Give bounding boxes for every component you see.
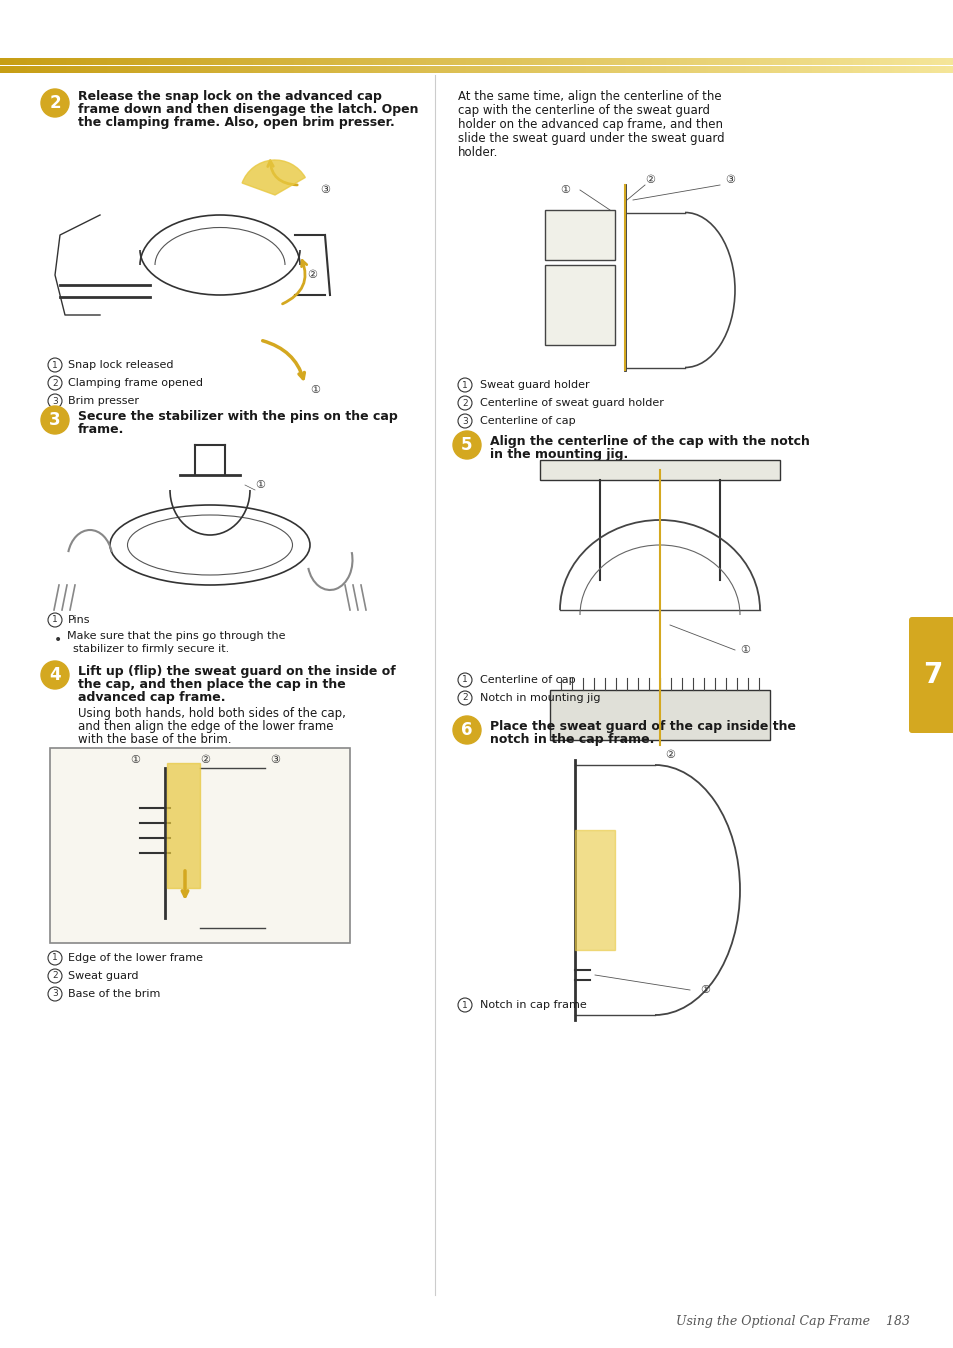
Text: Notch in mounting jig: Notch in mounting jig: [479, 693, 599, 704]
Text: ②: ②: [307, 270, 316, 280]
Text: ①: ①: [559, 185, 569, 195]
Text: Edge of the lower frame: Edge of the lower frame: [68, 953, 203, 962]
Text: ③: ③: [270, 755, 280, 766]
Text: 1: 1: [52, 953, 58, 962]
Text: 2: 2: [461, 399, 467, 407]
Text: 7: 7: [923, 661, 942, 689]
FancyBboxPatch shape: [550, 690, 769, 740]
Text: in the mounting jig.: in the mounting jig.: [490, 448, 628, 461]
Text: •: •: [53, 634, 62, 647]
Text: Clamping frame opened: Clamping frame opened: [68, 377, 203, 388]
Text: stabilizer to firmly secure it.: stabilizer to firmly secure it.: [73, 644, 229, 654]
Text: 1: 1: [461, 1000, 467, 1010]
Text: Centerline of sweat guard holder: Centerline of sweat guard holder: [479, 398, 663, 408]
Polygon shape: [167, 763, 200, 888]
Text: frame down and then disengage the latch. Open: frame down and then disengage the latch.…: [78, 102, 418, 116]
Text: Centerline of cap: Centerline of cap: [479, 675, 575, 685]
FancyBboxPatch shape: [50, 748, 350, 944]
Text: Sweat guard holder: Sweat guard holder: [479, 380, 589, 390]
Circle shape: [453, 716, 480, 744]
Text: Place the sweat guard of the cap inside the: Place the sweat guard of the cap inside …: [490, 720, 795, 733]
Text: ①: ①: [254, 480, 265, 491]
Text: the clamping frame. Also, open brim presser.: the clamping frame. Also, open brim pres…: [78, 116, 395, 129]
Text: 2: 2: [52, 379, 58, 387]
Text: Snap lock released: Snap lock released: [68, 360, 173, 369]
Text: Pins: Pins: [68, 615, 91, 625]
Text: Make sure that the pins go through the: Make sure that the pins go through the: [67, 631, 285, 642]
FancyBboxPatch shape: [544, 210, 615, 260]
Circle shape: [41, 406, 69, 434]
Text: 1: 1: [52, 616, 58, 624]
Text: Brim presser: Brim presser: [68, 396, 139, 406]
Text: 3: 3: [52, 396, 58, 406]
FancyBboxPatch shape: [908, 617, 953, 733]
FancyBboxPatch shape: [544, 266, 615, 345]
Text: ②: ②: [200, 755, 210, 766]
Text: 1: 1: [52, 360, 58, 369]
Polygon shape: [575, 830, 615, 950]
Text: 1: 1: [461, 675, 467, 685]
Text: cap with the centerline of the sweat guard: cap with the centerline of the sweat gua…: [457, 104, 709, 117]
FancyBboxPatch shape: [539, 460, 780, 480]
Text: with the base of the brim.: with the base of the brim.: [78, 733, 232, 745]
Text: Release the snap lock on the advanced cap: Release the snap lock on the advanced ca…: [78, 90, 381, 102]
Text: advanced cap frame.: advanced cap frame.: [78, 692, 225, 704]
Text: the cap, and then place the cap in the: the cap, and then place the cap in the: [78, 678, 345, 692]
Text: notch in the cap frame.: notch in the cap frame.: [490, 733, 654, 745]
Text: ①: ①: [700, 985, 709, 995]
Text: Sweat guard: Sweat guard: [68, 971, 138, 981]
Text: Using both hands, hold both sides of the cap,: Using both hands, hold both sides of the…: [78, 706, 346, 720]
Circle shape: [453, 431, 480, 460]
Text: ①: ①: [130, 755, 140, 766]
Text: 3: 3: [52, 989, 58, 999]
Text: ③: ③: [319, 185, 330, 195]
Text: ①: ①: [310, 386, 319, 395]
Text: and then align the edge of the lower frame: and then align the edge of the lower fra…: [78, 720, 334, 733]
Text: 2: 2: [50, 94, 61, 112]
Text: 6: 6: [460, 721, 473, 739]
Text: slide the sweat guard under the sweat guard: slide the sweat guard under the sweat gu…: [457, 132, 724, 146]
Circle shape: [41, 89, 69, 117]
Text: Align the centerline of the cap with the notch: Align the centerline of the cap with the…: [490, 435, 809, 448]
Text: 4: 4: [50, 666, 61, 683]
Text: 2: 2: [52, 972, 58, 980]
Text: 2: 2: [461, 693, 467, 702]
Text: Base of the brim: Base of the brim: [68, 989, 160, 999]
Text: frame.: frame.: [78, 423, 124, 435]
Text: ①: ①: [740, 644, 749, 655]
Text: 3: 3: [461, 417, 467, 426]
Text: Lift up (flip) the sweat guard on the inside of: Lift up (flip) the sweat guard on the in…: [78, 665, 395, 678]
Text: Notch in cap frame: Notch in cap frame: [479, 1000, 586, 1010]
Text: ③: ③: [724, 175, 734, 185]
Wedge shape: [242, 160, 305, 195]
Text: At the same time, align the centerline of the: At the same time, align the centerline o…: [457, 90, 720, 102]
Text: 5: 5: [460, 435, 473, 454]
Text: Secure the stabilizer with the pins on the cap: Secure the stabilizer with the pins on t…: [78, 410, 397, 423]
Text: 1: 1: [461, 380, 467, 390]
Text: holder.: holder.: [457, 146, 497, 159]
Text: ②: ②: [644, 175, 655, 185]
Text: 3: 3: [50, 411, 61, 429]
Text: holder on the advanced cap frame, and then: holder on the advanced cap frame, and th…: [457, 119, 722, 131]
Text: Centerline of cap: Centerline of cap: [479, 417, 575, 426]
Text: ②: ②: [664, 749, 675, 760]
Text: Using the Optional Cap Frame    183: Using the Optional Cap Frame 183: [676, 1316, 909, 1328]
Circle shape: [41, 661, 69, 689]
